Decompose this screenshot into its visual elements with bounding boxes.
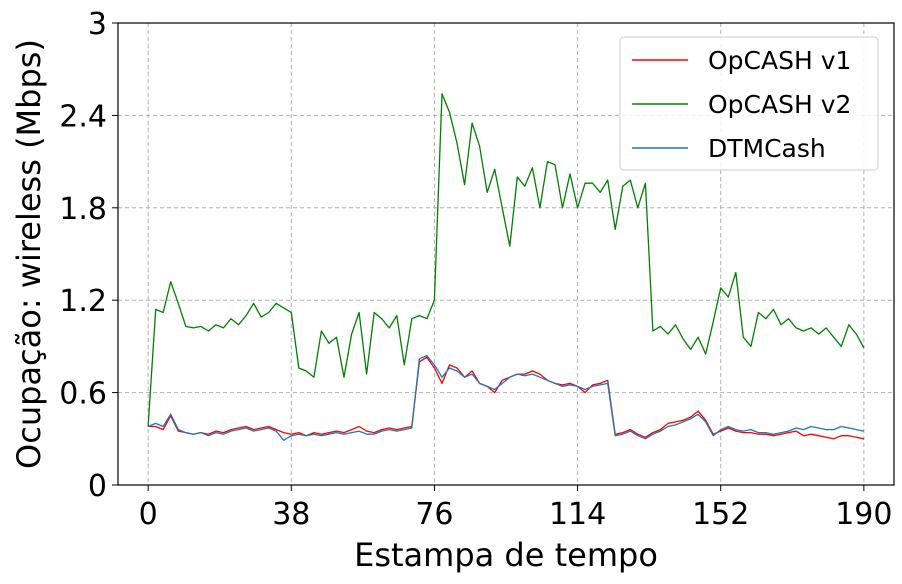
y-tick-label: 3 [88,7,107,42]
y-tick-label: 0 [88,469,107,504]
y-tick-label: 2.4 [59,99,107,134]
x-tick-label: 38 [272,497,310,532]
y-axis: 0 0.6 1.2 1.8 2.4 3 [59,7,118,504]
series-layer [147,93,865,441]
legend-label-1: OpCASH v2 [708,90,851,119]
y-tick-label: 1.2 [59,284,107,319]
x-axis: 0 38 76 114 152 190 [139,485,892,532]
legend-label-2: DTMCash [708,134,826,163]
x-tick-label: 0 [139,497,158,532]
legend: OpCASH v1 OpCASH v2 DTMCash [619,36,879,171]
x-axis-label: Estampa de tempo [354,536,658,574]
x-tick-label: 190 [835,497,892,532]
x-tick-label: 76 [415,497,453,532]
legend-label-0: OpCASH v1 [708,46,851,75]
y-tick-label: 0.6 [59,377,107,412]
legend-box [619,36,879,171]
plot-frame [117,22,895,486]
y-tick-label: 1.8 [59,192,107,227]
series-line-1 [147,93,865,427]
x-tick-label: 114 [549,497,606,532]
series-line-2 [147,354,865,441]
series-line-0 [148,356,865,440]
y-axis-label: Ocupação: wireless (Mbps) [10,39,48,469]
x-tick-label: 152 [692,497,749,532]
